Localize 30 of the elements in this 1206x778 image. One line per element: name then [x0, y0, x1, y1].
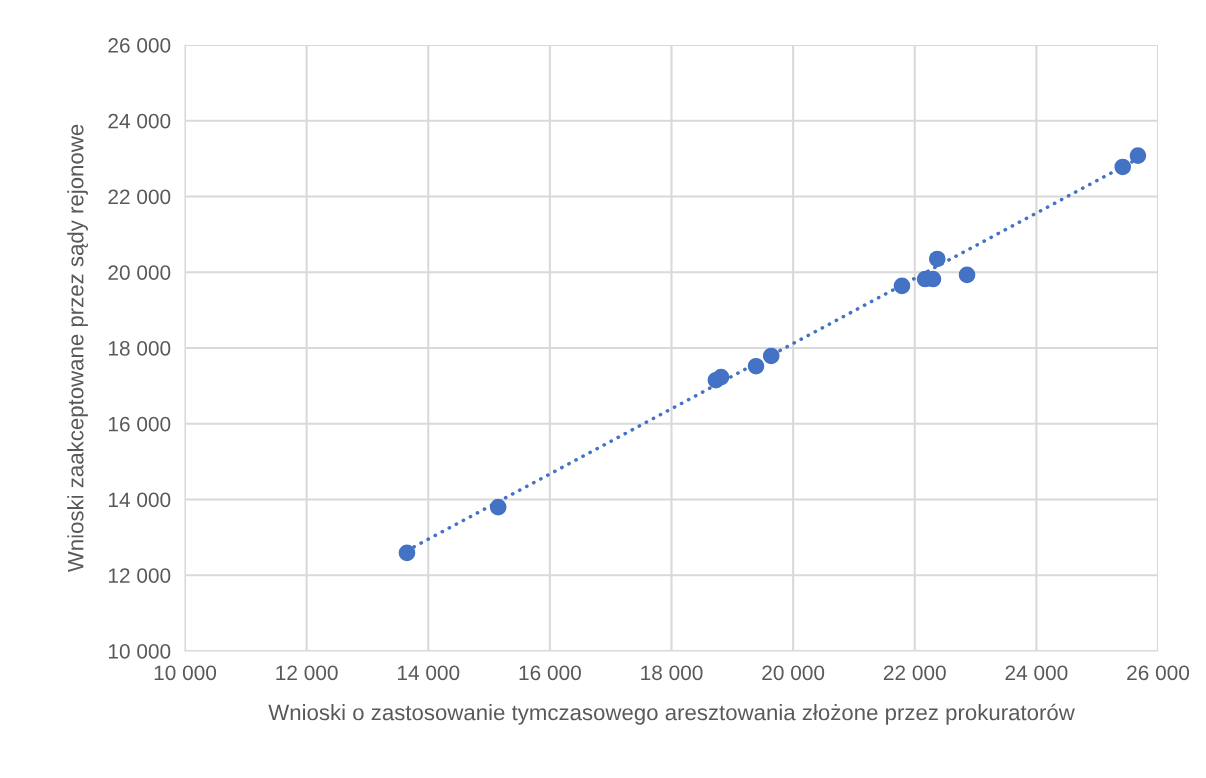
point	[928, 250, 946, 268]
point	[958, 266, 976, 284]
y-tick-label: 18 000	[108, 341, 171, 356]
x-tick-label: 18 000	[641, 665, 703, 681]
y-tick-label: 16 000	[108, 416, 171, 432]
x-tick-label: 24 000	[1005, 665, 1068, 681]
point	[1114, 158, 1132, 176]
y-tick-label: 24 000	[108, 113, 171, 129]
y-tick-label: 12 000	[108, 568, 171, 583]
point	[1129, 147, 1147, 164]
x-tick-label: 12 000	[276, 665, 338, 681]
y-tick-label: 10 000	[108, 644, 171, 659]
point	[893, 277, 911, 295]
x-tick-label: 26 000	[1127, 665, 1190, 681]
x-tick-label: 16 000	[519, 665, 581, 681]
point	[762, 347, 780, 365]
y-tick-label: 14 000	[108, 492, 171, 508]
point	[712, 368, 730, 386]
point	[489, 498, 507, 516]
x-tick-label: 20 000	[762, 665, 825, 681]
x-tick-label: 22 000	[883, 665, 946, 681]
point	[747, 357, 765, 375]
x-axis-title: Wnioski o zastosowanie tymczasowego aresztowania złożone przez prokuratorów	[268, 703, 1075, 725]
y-tick-label: 26 000	[108, 38, 171, 53]
y-tick-label: 22 000	[108, 189, 171, 205]
y-axis-title: Wnioski zaakceptowane przez sądy rejonowe	[67, 124, 88, 573]
x-tick-label: 10 000	[154, 665, 217, 681]
x-tick-label: 14 000	[397, 665, 460, 681]
y-tick-label: 20 000	[108, 265, 171, 280]
point	[398, 544, 416, 562]
